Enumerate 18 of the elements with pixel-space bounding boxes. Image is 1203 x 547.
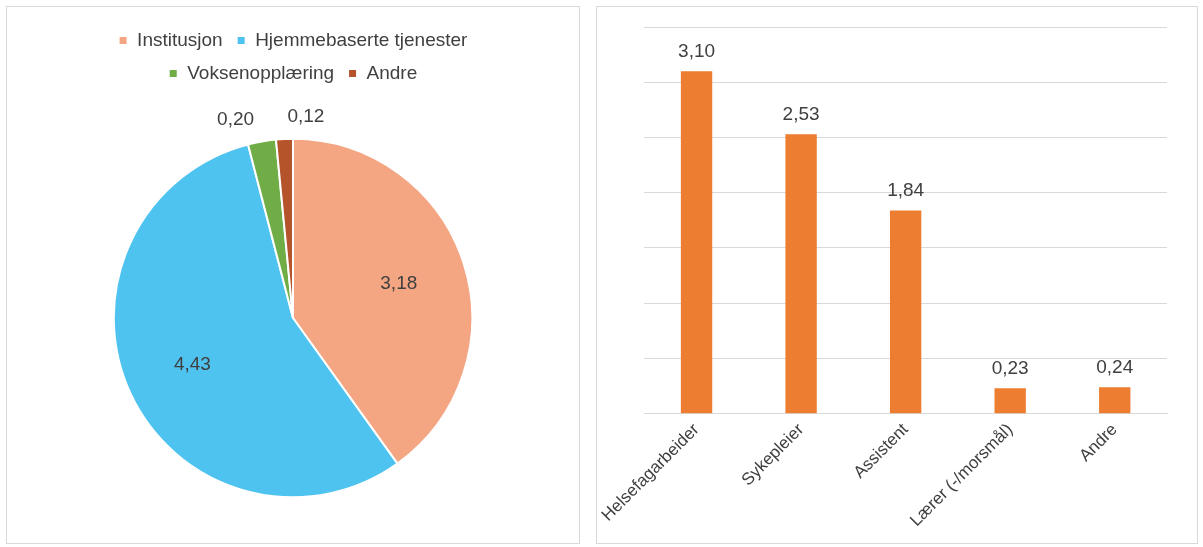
bar bbox=[785, 134, 817, 414]
legend-label: Hjemmebaserte tjenester bbox=[255, 28, 469, 50]
legend-label: Andre bbox=[366, 61, 418, 83]
bar bbox=[994, 388, 1026, 414]
data-label: 0,24 bbox=[1096, 355, 1134, 377]
data-label: 3,18 bbox=[380, 272, 418, 294]
bar bbox=[680, 71, 713, 414]
data-label: 1,84 bbox=[887, 179, 925, 201]
bar bbox=[889, 210, 922, 414]
data-label: 4,43 bbox=[173, 353, 211, 375]
legend-label: Voksenopplæring bbox=[187, 61, 335, 83]
bar bbox=[1099, 387, 1131, 414]
data-label: 2,53 bbox=[782, 102, 820, 124]
data-label: 0,12 bbox=[287, 105, 325, 127]
data-label: 0,20 bbox=[217, 108, 255, 130]
legend-label: Institusjon bbox=[137, 28, 223, 50]
data-label: 0,23 bbox=[991, 357, 1029, 379]
data-label: 3,10 bbox=[678, 39, 716, 61]
